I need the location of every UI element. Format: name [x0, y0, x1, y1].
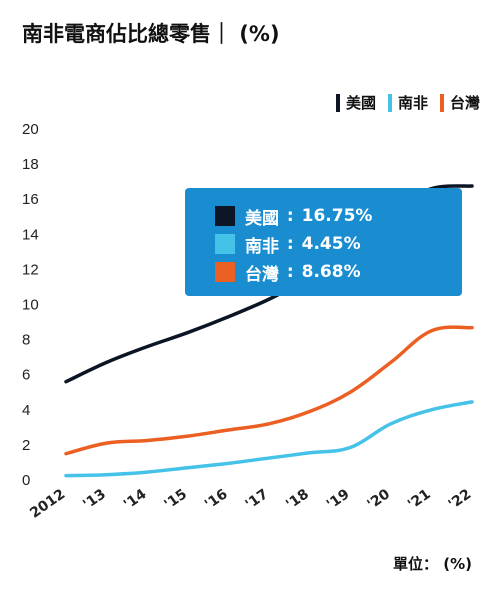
- legend-item-us[interactable]: 美國: [335, 92, 376, 113]
- chart-legend: 美國 南非 台灣: [335, 92, 480, 113]
- x-tick-label-10: '22: [446, 486, 475, 513]
- y-tick-label-14: 14: [22, 226, 39, 243]
- y-tick-label-0: 0: [22, 472, 30, 489]
- legend-label-us: 美國: [345, 94, 376, 112]
- tooltip-swatch-taiwan: [215, 262, 235, 282]
- legend-swatch-taiwan: [439, 93, 444, 112]
- y-tick-label-18: 18: [22, 156, 39, 173]
- tooltip-row-us: 美國 : 16.75%: [215, 202, 462, 230]
- series-line-taiwan: [64, 325, 474, 456]
- y-tick-label-20: 20: [22, 121, 39, 138]
- tooltip-row-south-africa: 南非 : 4.45%: [215, 230, 462, 258]
- x-tick-label-2: '14: [121, 486, 150, 513]
- y-tick-label-2: 2: [22, 437, 30, 454]
- legend-swatch-south-africa: [387, 93, 392, 112]
- tooltip-name-taiwan: 台灣: [245, 264, 279, 285]
- chart-tooltip: 美國 : 16.75% 南非 : 4.45% 台灣 : 8.68%: [185, 188, 462, 296]
- legend-item-taiwan[interactable]: 台灣: [439, 92, 480, 113]
- legend-label-taiwan: 台灣: [449, 94, 480, 112]
- chart-title: 南非電商佔比總零售｜ (%): [22, 22, 280, 46]
- series-line-south-africa: [64, 400, 474, 478]
- x-tick-label-3: '15: [161, 486, 190, 513]
- x-tick-label-7: '19: [324, 486, 353, 513]
- tooltip-name-us: 美國: [245, 208, 279, 229]
- legend-swatch-us: [335, 93, 340, 112]
- y-tick-label-10: 10: [22, 297, 39, 314]
- y-tick-label-4: 4: [22, 402, 30, 419]
- tooltip-swatch-south-africa: [215, 234, 235, 254]
- tooltip-value-us: 16.75%: [301, 206, 373, 226]
- x-tick-label-0: 2012: [27, 486, 68, 521]
- x-tick-label-1: '13: [80, 486, 109, 513]
- tooltip-swatch-us: [215, 206, 235, 226]
- x-tick-label-4: '16: [202, 486, 231, 513]
- tooltip-name-south-africa: 南非: [245, 236, 279, 257]
- x-tick-label-8: '20: [364, 486, 393, 513]
- tooltip-row-taiwan: 台灣 : 8.68%: [215, 258, 462, 286]
- x-tick-label-9: '21: [405, 486, 434, 513]
- legend-item-south-africa[interactable]: 南非: [387, 92, 428, 113]
- y-tick-label-6: 6: [22, 367, 30, 384]
- tooltip-value-taiwan: 8.68%: [301, 262, 361, 282]
- x-tick-label-5: '17: [243, 486, 272, 513]
- x-tick-label-6: '18: [283, 486, 312, 513]
- y-tick-label-12: 12: [22, 261, 39, 278]
- tooltip-value-south-africa: 4.45%: [301, 234, 361, 254]
- y-tick-label-8: 8: [22, 332, 30, 349]
- legend-label-south-africa: 南非: [397, 94, 428, 112]
- y-tick-label-16: 16: [22, 191, 39, 208]
- unit-label: 單位： (%): [393, 555, 472, 573]
